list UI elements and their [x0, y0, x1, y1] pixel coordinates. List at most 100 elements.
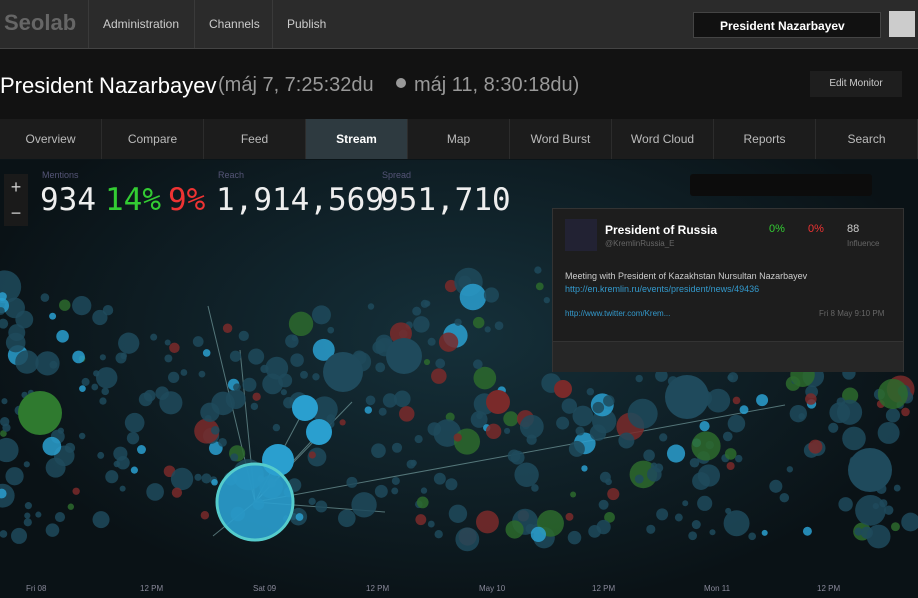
bubble: [180, 369, 188, 376]
card-actions[interactable]: [553, 341, 903, 372]
bubble: [306, 419, 332, 445]
stat-value: 934: [40, 182, 96, 218]
tab[interactable]: Search: [816, 119, 918, 159]
bubble: [99, 354, 106, 361]
bubble: [24, 512, 31, 519]
bubble: [842, 387, 859, 404]
bubble: [448, 504, 468, 523]
bubble: [656, 508, 669, 521]
nav-item[interactable]: Channels: [194, 0, 274, 48]
bubble: [531, 484, 539, 492]
avatar[interactable]: [889, 11, 915, 37]
bubble: [130, 466, 138, 474]
bubble: [554, 380, 572, 398]
bubble: [192, 336, 204, 347]
bubble: [391, 476, 400, 485]
bubble: [78, 432, 86, 440]
bubble: [727, 414, 746, 433]
bubble: [568, 440, 585, 457]
bubble: [543, 297, 550, 304]
bubble: [40, 293, 50, 302]
stat-value: 951,710: [380, 182, 511, 218]
bubble: [854, 527, 863, 536]
bubble: [726, 461, 735, 470]
bubble: [565, 512, 574, 521]
bubble: [23, 518, 32, 527]
search-box[interactable]: [690, 174, 872, 196]
tab[interactable]: Feed: [204, 119, 306, 159]
bubble: [79, 385, 86, 392]
bubble: [23, 461, 30, 468]
bubble: [311, 305, 331, 325]
bubble: [848, 448, 892, 492]
bubble: [0, 437, 19, 463]
bubble: [723, 510, 750, 537]
bubble: [427, 422, 442, 436]
bubble: [215, 462, 295, 542]
monitor-select[interactable]: President Nazarbayev: [693, 12, 881, 38]
bubble: [164, 339, 171, 346]
bubble: [339, 419, 346, 426]
bubble: [603, 395, 615, 407]
tab[interactable]: Overview: [0, 119, 102, 159]
bubble: [599, 471, 611, 483]
bubble: [120, 352, 127, 360]
source-link[interactable]: http://www.twitter.com/Krem...: [565, 309, 671, 318]
bubble: [665, 375, 709, 419]
bubble: [92, 511, 110, 529]
nav-item[interactable]: Publish: [272, 0, 340, 48]
bubble: [11, 527, 28, 544]
nav-item[interactable]: Administration: [88, 0, 193, 48]
post-card: President of Russia @KremlinRussia_E 0% …: [552, 208, 904, 372]
zoom[interactable]: + −: [4, 174, 28, 226]
author[interactable]: President of Russia: [605, 223, 718, 237]
bubble: [0, 318, 9, 329]
tab[interactable]: Word Cloud: [612, 119, 714, 159]
bubble: [222, 323, 233, 333]
tab[interactable]: Word Burst: [510, 119, 612, 159]
bubble: [476, 412, 483, 420]
bubble: [391, 487, 399, 495]
bubble: [262, 373, 283, 395]
bubble: [250, 402, 259, 411]
top-bar: Seolab Administration Channels Publish P…: [0, 0, 918, 49]
tab[interactable]: Reports: [714, 119, 816, 159]
bubble: [138, 392, 153, 407]
tab[interactable]: Compare: [102, 119, 204, 159]
bubble: [514, 462, 539, 487]
bubble: [901, 407, 910, 417]
bubble: [855, 494, 886, 526]
bubble: [72, 350, 85, 364]
time-label: 12 PM: [366, 584, 390, 593]
bubble: [374, 484, 388, 498]
tab[interactable]: Stream: [306, 119, 408, 159]
bubble: [81, 377, 90, 386]
bubble: [323, 352, 363, 392]
stat-label: Reach: [218, 170, 245, 180]
bubble: [101, 387, 110, 396]
tab[interactable]: Map: [408, 119, 510, 159]
bubble: [891, 522, 900, 532]
bubble: [365, 395, 376, 406]
bubble: [761, 529, 768, 536]
stat-label: Spread: [382, 170, 412, 180]
bubble: [146, 483, 164, 501]
bubble: [364, 406, 372, 414]
bubble: [431, 368, 447, 384]
bubble: [35, 511, 42, 518]
bubble: [49, 312, 57, 320]
bubble: [828, 422, 839, 433]
avatar: [565, 219, 597, 251]
bubble: [650, 462, 658, 470]
bubble: [494, 321, 504, 331]
bubble: [2, 423, 11, 432]
bubble: [394, 390, 411, 408]
logo[interactable]: Seolab: [4, 10, 77, 35]
bubble: [4, 297, 25, 319]
edit-monitor[interactable]: Edit Monitor: [810, 71, 902, 97]
bubble: [164, 354, 173, 363]
bubble: [722, 431, 733, 442]
post-link[interactable]: http://en.kremlin.ru/events/president/ne…: [565, 284, 760, 294]
bubble: [483, 287, 499, 303]
bubble: [748, 532, 756, 541]
